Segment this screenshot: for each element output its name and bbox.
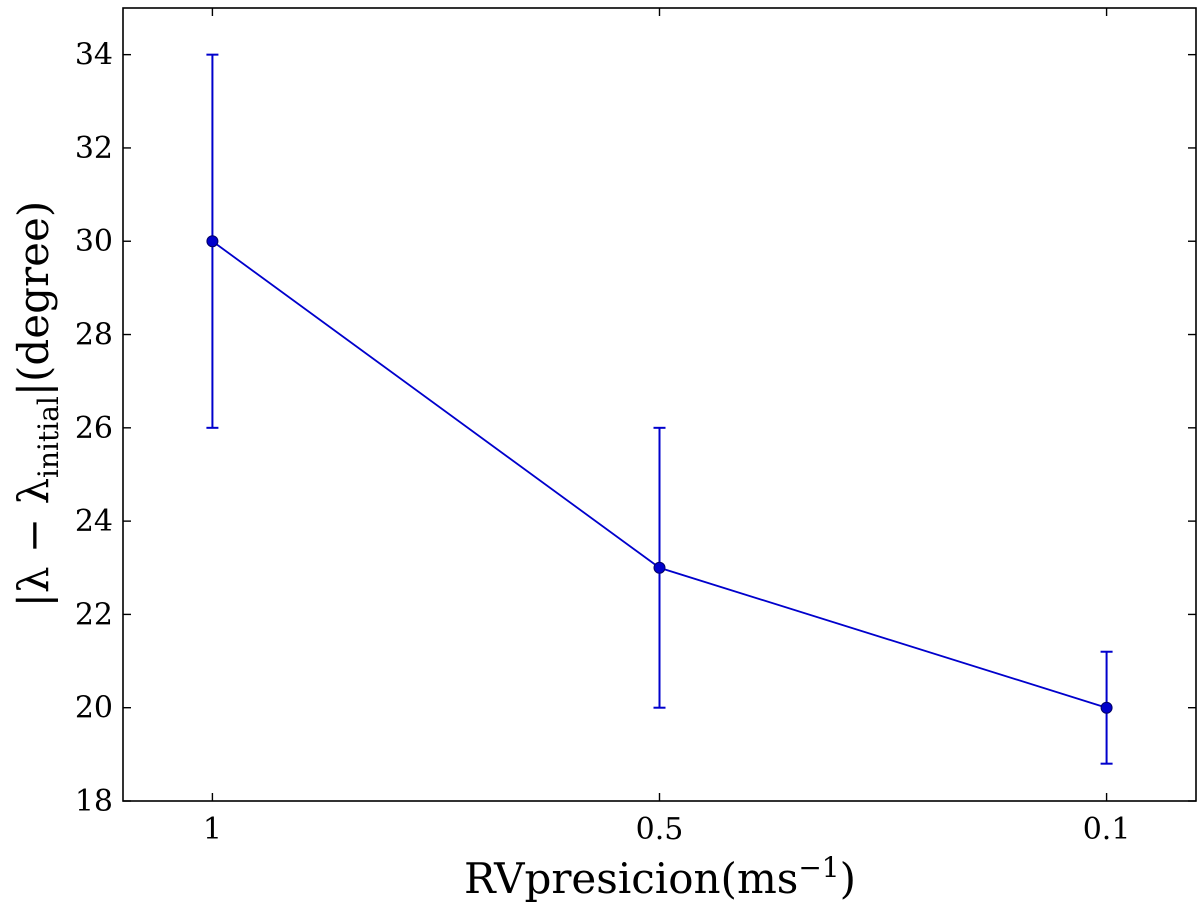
y-tick-label: 30 xyxy=(75,224,113,259)
y-tick-label: 18 xyxy=(75,784,113,819)
y-tick-label: 24 xyxy=(75,504,113,539)
y-tick-label: 22 xyxy=(75,597,113,632)
x-tick-label: 1 xyxy=(203,812,222,847)
y-axis-title: |λ − λinitial|(degree) xyxy=(9,201,65,607)
x-tick-label: 0.1 xyxy=(1083,812,1131,847)
x-tick-label: 0.5 xyxy=(636,812,684,847)
y-tick-label: 26 xyxy=(75,411,113,446)
x-ticks: 1 0.5 0.1 xyxy=(203,8,1131,847)
data-point xyxy=(206,235,219,248)
data-point xyxy=(1100,701,1113,714)
y-tick-label: 34 xyxy=(75,38,113,73)
y-tick-label: 28 xyxy=(75,318,113,353)
y-ticks: 18 20 22 24 26 28 30 32 34 xyxy=(75,38,1196,819)
data-point xyxy=(653,561,666,574)
y-tick-label: 20 xyxy=(75,691,113,726)
x-axis-title: RVpresicion(ms−1) xyxy=(464,851,856,903)
y-tick-label: 32 xyxy=(75,131,113,166)
series-layer xyxy=(206,53,1113,765)
